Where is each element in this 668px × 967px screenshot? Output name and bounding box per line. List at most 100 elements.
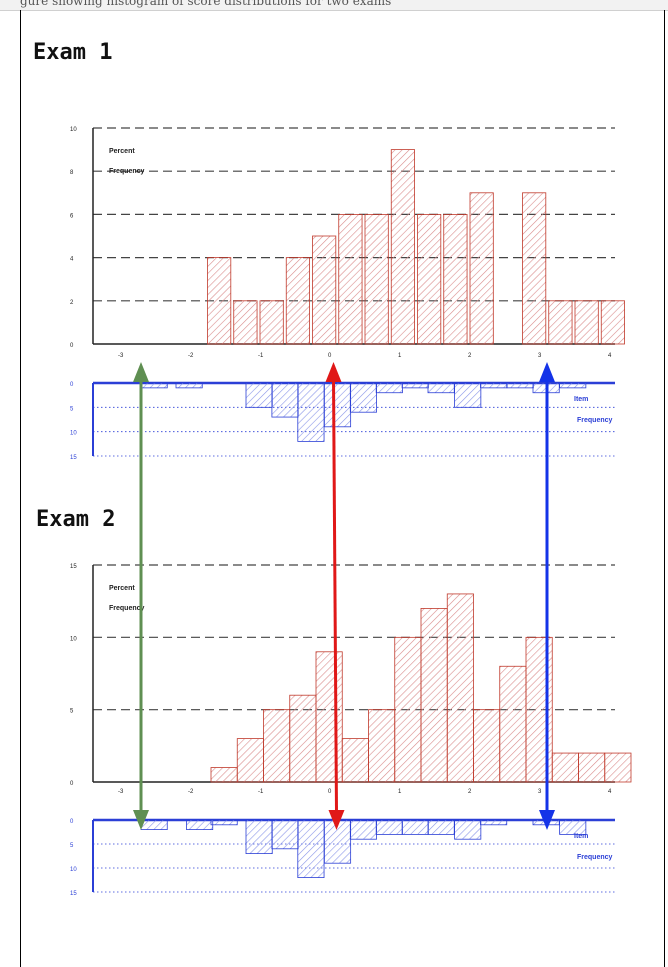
item-panel-label: Frequency — [577, 854, 613, 861]
percent-x-tick-label: -2 — [188, 353, 194, 359]
item-bar — [375, 819, 403, 835]
connector-arrow — [325, 362, 345, 830]
percent-x-tick-label: 1 — [398, 789, 402, 795]
item-bar — [401, 819, 429, 835]
percent-y-tick-label: 10 — [70, 636, 77, 642]
percent-bar — [600, 300, 625, 345]
percent-bar — [259, 300, 284, 345]
percent-x-tick-label: 4 — [608, 353, 612, 359]
percent-bar — [417, 213, 442, 345]
percent-bar — [236, 738, 264, 783]
percent-bar — [443, 213, 468, 345]
item-bar — [297, 382, 325, 442]
percent-bar — [312, 235, 337, 345]
percent-x-tick-label: 1 — [398, 353, 402, 359]
percent-bar — [207, 257, 232, 345]
percent-x-tick-label: -1 — [258, 789, 264, 795]
percent-bar — [233, 300, 258, 345]
item-bar — [349, 382, 377, 413]
item-bar — [323, 382, 352, 428]
item-bar — [401, 382, 429, 389]
item-bar — [140, 382, 168, 389]
arrowhead-down — [133, 810, 149, 830]
percent-panel-label: Frequency — [109, 605, 145, 612]
percent-x-tick-label: -1 — [258, 353, 264, 359]
item-y-tick-label: 5 — [70, 406, 74, 412]
arrowhead-up — [325, 362, 342, 382]
arrowhead-down — [539, 810, 555, 830]
item-bar — [186, 819, 214, 831]
percent-bar — [499, 665, 527, 783]
percent-x-tick-label: -3 — [118, 353, 124, 359]
item-bar — [349, 819, 377, 840]
percent-bar — [341, 738, 369, 783]
percent-y-tick-label: 2 — [70, 300, 74, 306]
arrowhead-up — [133, 362, 149, 382]
percent-panel-label: Percent — [109, 148, 135, 155]
item-bar — [480, 382, 508, 389]
percent-bar — [548, 300, 573, 345]
percent-bar — [446, 593, 474, 783]
item-bar — [480, 819, 508, 826]
percent-x-tick-label: 2 — [468, 789, 472, 795]
arrowhead-up — [539, 362, 555, 382]
item-bar — [454, 819, 482, 840]
item-bar — [454, 382, 482, 408]
page-header-text: gure showing histogram of score distribu… — [20, 0, 392, 8]
item-bar — [271, 382, 299, 418]
percent-x-tick-label: -2 — [188, 789, 194, 795]
connector-arrow — [133, 362, 149, 830]
percent-x-tick-label: 2 — [468, 353, 472, 359]
item-bar — [210, 819, 238, 826]
exam-2-item-panel: 0 5 10 15 Item Frequency — [70, 818, 615, 897]
percent-x-tick-label: 3 — [538, 789, 542, 795]
figure-frame — [20, 10, 665, 967]
percent-bar — [469, 192, 494, 345]
percent-bar — [551, 752, 579, 783]
exam-1-percent-panel: 0 2 4 6 8 10 -3 -2 -1 0 1 2 3 4 Percent Frequency — [70, 127, 625, 359]
item-y-tick-label: 10 — [70, 431, 77, 437]
percent-bar — [338, 213, 363, 345]
exam-1-title: Exam 1 — [33, 40, 113, 65]
arrowhead-down — [328, 810, 345, 830]
percent-bar — [289, 694, 317, 783]
item-bar — [271, 819, 299, 850]
item-panel-label: Frequency — [577, 417, 613, 424]
item-bar — [506, 382, 534, 389]
percent-bar — [364, 213, 389, 345]
percent-y-tick-label: 4 — [70, 257, 74, 263]
item-y-tick-label: 0 — [70, 819, 74, 825]
percent-x-tick-label: 3 — [538, 353, 542, 359]
percent-panel-label: Frequency — [109, 168, 145, 175]
item-bar — [175, 382, 203, 389]
percent-x-tick-label: 4 — [608, 789, 612, 795]
percent-y-tick-label: 8 — [70, 170, 74, 176]
percent-y-tick-label: 5 — [70, 709, 74, 715]
percent-x-tick-label: -3 — [118, 789, 124, 795]
item-y-tick-label: 10 — [70, 867, 77, 873]
item-y-tick-label: 15 — [70, 455, 77, 461]
item-bar — [297, 819, 325, 878]
item-y-tick-label: 5 — [70, 843, 74, 849]
item-bar — [375, 382, 403, 394]
page-header-strip: gure showing histogram of score distribu… — [0, 0, 668, 11]
item-bar — [559, 382, 587, 389]
exam-1-item-panel: 0 5 10 15 Item Frequency — [70, 381, 615, 461]
percent-bar — [473, 709, 501, 783]
percent-panel-label: Percent — [109, 585, 135, 592]
percent-bar — [522, 192, 547, 345]
percent-bar — [285, 257, 310, 345]
percent-bar — [604, 752, 632, 783]
percent-bar — [390, 149, 415, 345]
item-bar — [140, 819, 168, 831]
percent-y-tick-label: 15 — [70, 564, 77, 570]
arrow-shaft — [332, 379, 338, 813]
percent-y-tick-label: 0 — [70, 343, 74, 349]
percent-x-tick-label: 0 — [328, 789, 332, 795]
percent-bar — [210, 767, 238, 783]
exam-2-percent-panel: 0 5 10 15 -3 -2 -1 0 1 2 3 4 Percent Frequency — [70, 564, 632, 795]
item-bar — [245, 819, 273, 854]
percent-y-tick-label: 0 — [70, 781, 74, 787]
